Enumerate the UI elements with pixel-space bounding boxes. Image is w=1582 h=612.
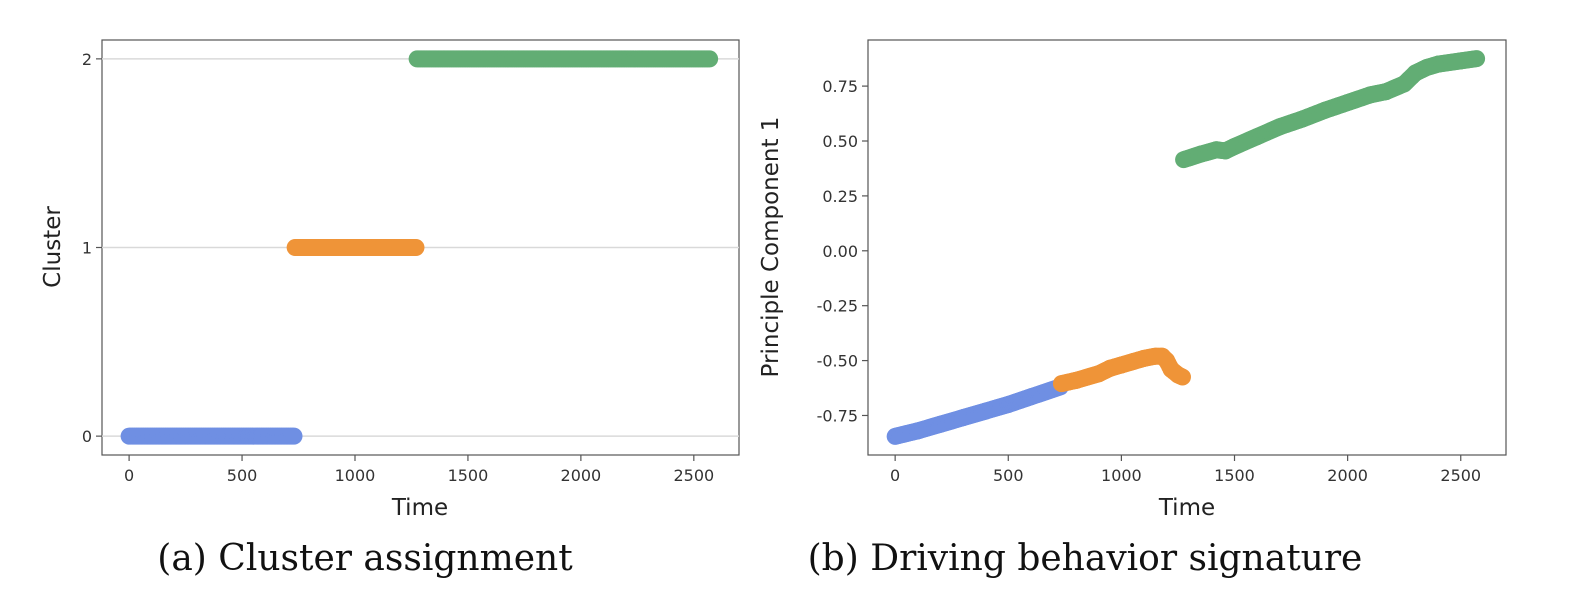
y-tick-label: -0.75 — [817, 406, 858, 425]
series-1 — [886, 378, 1069, 445]
series-2 — [286, 239, 425, 256]
data-series — [886, 50, 1486, 445]
y-axis-label: Cluster — [40, 206, 66, 288]
x-tick-label: 2000 — [1327, 466, 1368, 485]
y-tick-label: 0.25 — [822, 187, 858, 206]
series-2 — [1052, 347, 1191, 393]
x-tick-label: 2500 — [1440, 466, 1481, 485]
x-tick-label: 1500 — [448, 466, 489, 485]
x-tick-label: 1000 — [335, 466, 376, 485]
y-tick-label: 1 — [82, 239, 92, 258]
series-3 — [1175, 50, 1486, 169]
x-tick-label: 500 — [227, 466, 258, 485]
x-axis-ticks: 0 500 1000 1500 2000 2500 — [124, 455, 714, 485]
chart-cluster-assignment: 0 500 1000 1500 2000 2500 0 1 2 Time Cluster (a… — [40, 39, 740, 579]
data-point — [285, 427, 303, 445]
data-point — [407, 239, 425, 256]
data-point — [1468, 50, 1486, 68]
series-3 — [408, 50, 719, 68]
x-tick-label: 1500 — [1214, 466, 1255, 485]
data-point — [701, 50, 719, 68]
x-axis-label: Time — [391, 495, 448, 521]
y-tick-label: 0.75 — [822, 77, 858, 96]
x-tick-label: 0 — [890, 466, 900, 485]
series-1 — [120, 427, 303, 445]
y-tick-label: -0.25 — [817, 297, 858, 316]
y-axis-ticks: -0.75 -0.50 -0.25 0.00 0.25 0.50 0.75 — [817, 77, 868, 425]
caption: (a) Cluster assignment — [157, 538, 573, 579]
x-axis-label: Time — [1158, 495, 1215, 521]
y-tick-label: 2 — [82, 50, 92, 69]
x-tick-label: 1000 — [1101, 466, 1142, 485]
x-tick-label: 500 — [993, 466, 1024, 485]
y-tick-label: 0.50 — [822, 132, 858, 151]
caption: (b) Driving behavior signature — [808, 538, 1363, 579]
x-tick-label: 2500 — [673, 466, 714, 485]
plot-frame — [867, 39, 1507, 456]
x-tick-label: 2000 — [561, 466, 602, 485]
x-tick-label: 0 — [124, 466, 134, 485]
chart-driving-behavior-signature: 0 500 1000 1500 2000 2500 -0.75 -0.50 -0.25 0.00… — [758, 39, 1507, 579]
y-tick-label: -0.50 — [817, 352, 858, 371]
data-series — [120, 50, 719, 445]
y-tick-label: 0.00 — [822, 242, 858, 261]
y-axis-label: Principle Component 1 — [758, 117, 784, 378]
x-axis-ticks: 0 500 1000 1500 2000 2500 — [890, 455, 1481, 485]
data-point — [1173, 368, 1191, 386]
y-tick-label: 0 — [82, 427, 92, 446]
y-axis-ticks: 0 1 2 — [82, 50, 102, 446]
